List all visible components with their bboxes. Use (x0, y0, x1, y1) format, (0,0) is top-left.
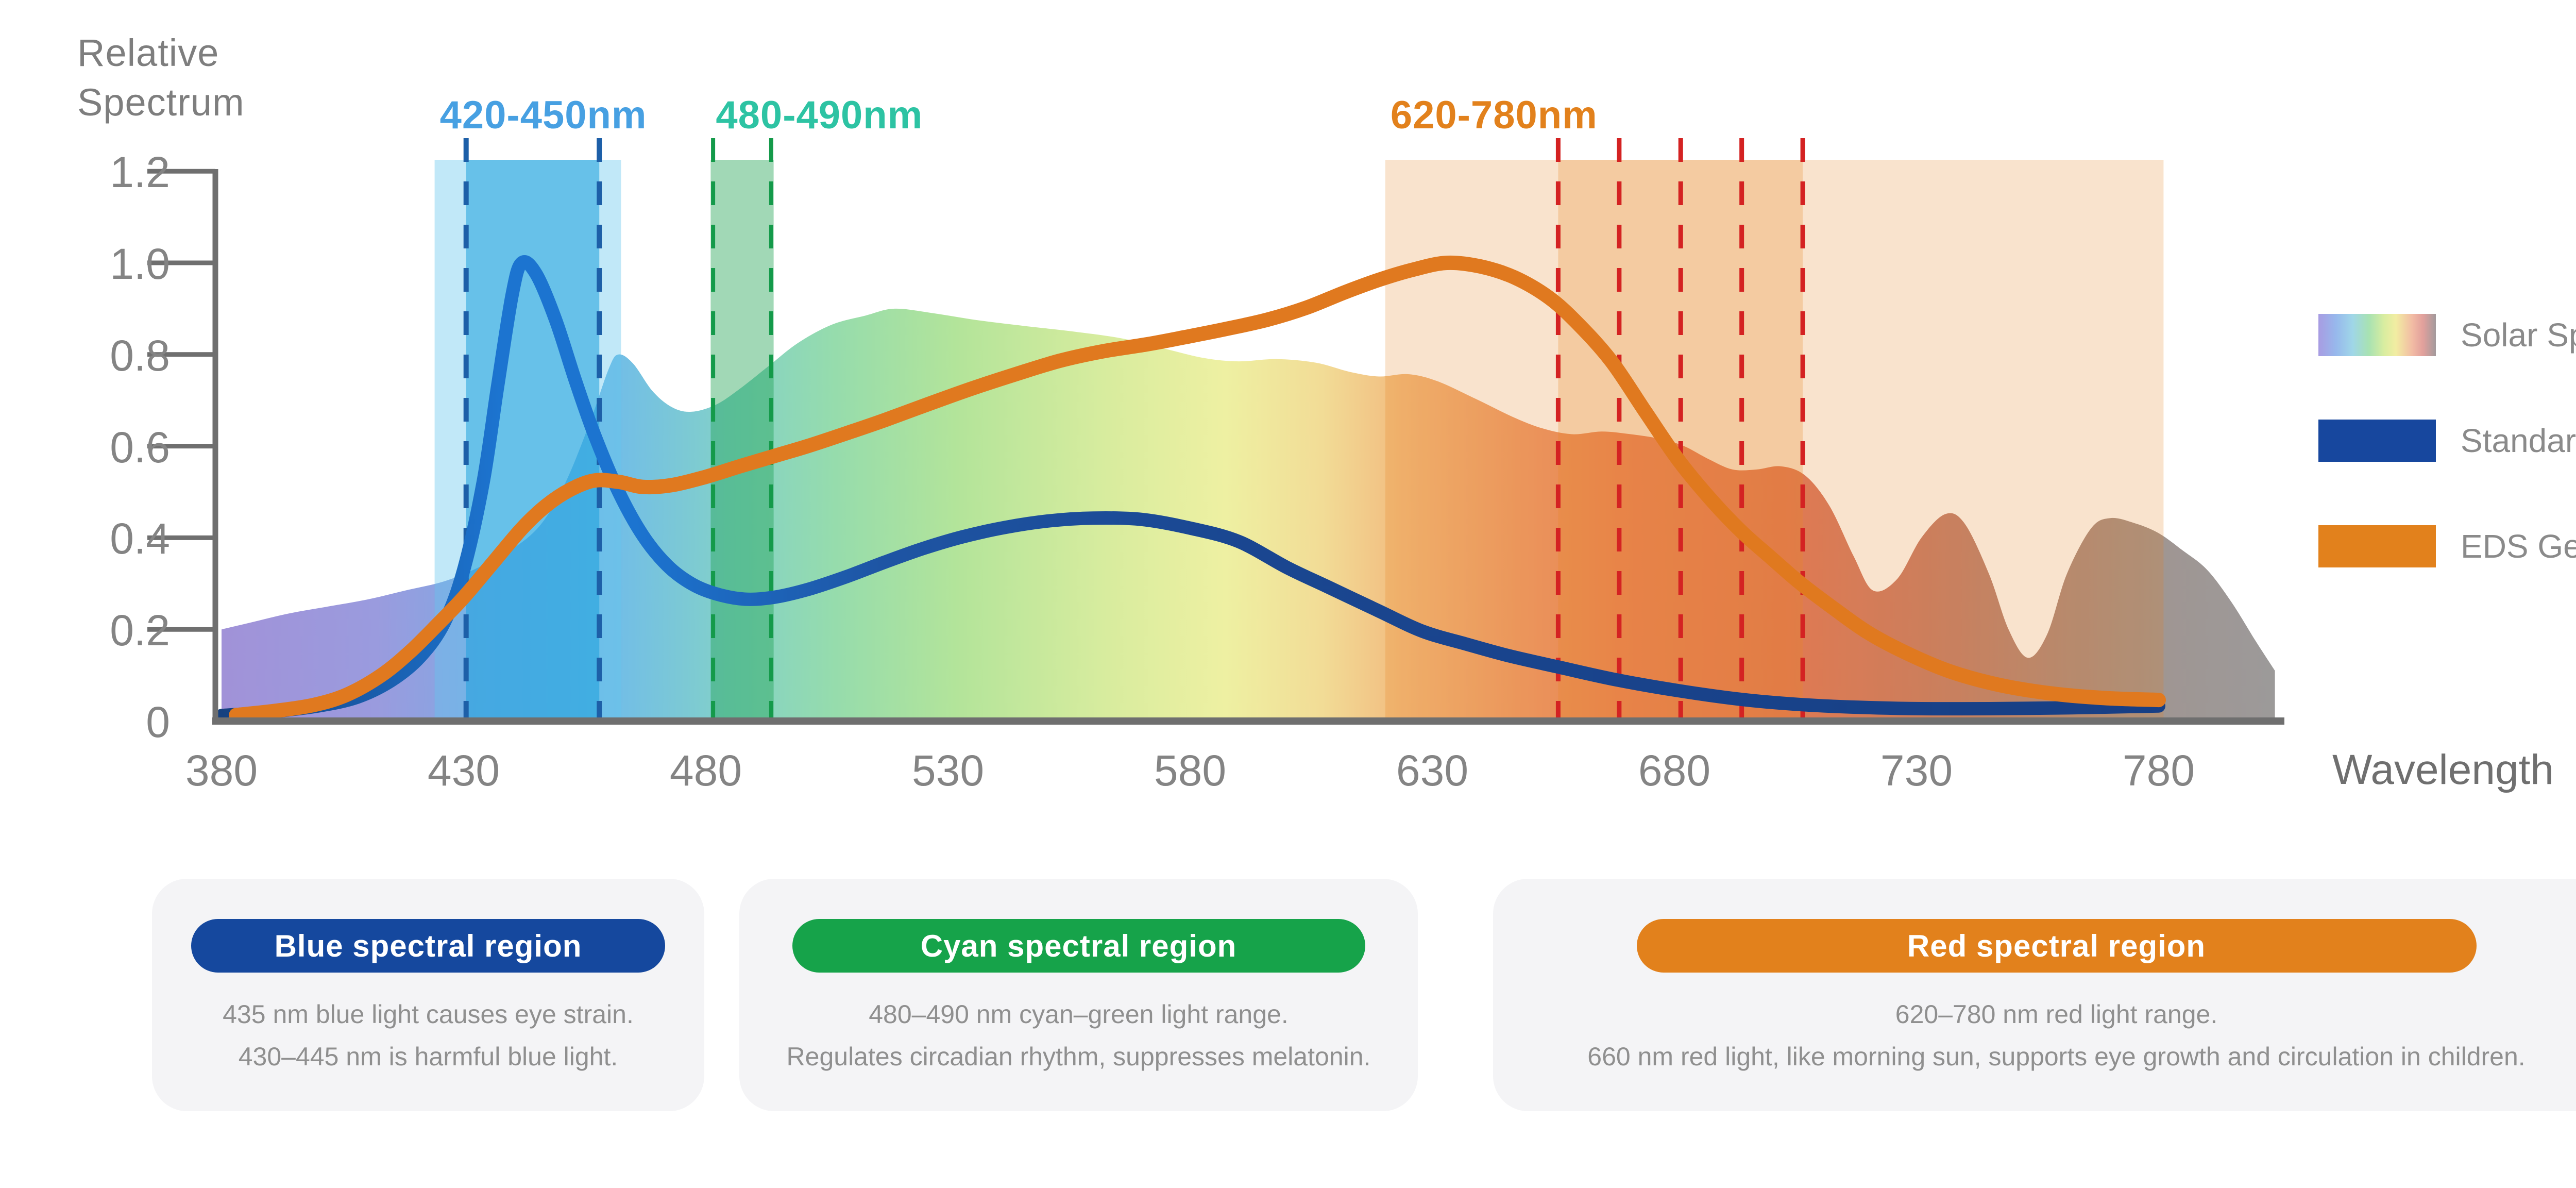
card-text-line: 620–780 nm red light range. (1895, 1000, 2218, 1029)
region-label-red: 620-780nm (1390, 93, 1598, 137)
y-axis-title: Relative Spectrum (77, 31, 245, 124)
y-tick-label: 0.8 (110, 331, 170, 380)
x-axis-title: Wavelength (2332, 746, 2554, 793)
solar-spectrum-area (222, 308, 2275, 721)
red-region-description: 620–780 nm red light range. 660 nm red l… (1493, 993, 2576, 1078)
card-text-line: 435 nm blue light causes eye strain. (223, 1000, 634, 1029)
band-red-outer (1385, 160, 2164, 720)
legend-item-led: Standard White LED (2318, 417, 2576, 464)
legend-label: Standard White LED (2461, 422, 2576, 459)
x-tick-label: 780 (2122, 746, 2195, 795)
x-tick-label: 430 (427, 746, 500, 795)
x-tick-label: 480 (669, 746, 742, 795)
x-tick-label: 680 (1638, 746, 1711, 795)
card-text-line: Regulates circadian rhythm, suppresses m… (786, 1042, 1371, 1071)
y-tick-label: 0.6 (110, 423, 170, 472)
white-led-swatch-icon (2318, 420, 2436, 462)
white-led-curve (215, 255, 2165, 723)
cyan-region-description: 480–490 nm cyan–green light range. Regul… (739, 993, 1418, 1078)
legend-item-eds: EDS Gen3 Full Spectrum (2318, 523, 2576, 570)
card-text-line: 480–490 nm cyan–green light range. (869, 1000, 1289, 1029)
band-cyan-outer (710, 160, 774, 720)
y-tick-label: 1.2 (110, 148, 170, 197)
eds-gen3-swatch-icon (2318, 525, 2436, 567)
x-tick-label: 730 (1880, 746, 1953, 795)
card-text-line: 660 nm red light, like morning sun, supp… (1587, 1042, 2526, 1071)
y-tick-label: 0 (146, 698, 170, 746)
y-tick-label: 0.4 (110, 514, 170, 563)
card-text-line: 430–445 nm is harmful blue light. (238, 1042, 618, 1071)
legend-label: EDS Gen3 Full Spectrum (2461, 528, 2576, 565)
cyan-region-pill: Cyan spectral region (792, 919, 1365, 973)
x-tick-label: 580 (1154, 746, 1227, 795)
red-region-card: Red spectral region 620–780 nm red light… (1493, 879, 2576, 1111)
x-tick-label: 630 (1396, 746, 1469, 795)
red-region-pill: Red spectral region (1636, 919, 2477, 973)
x-tick-label: 530 (911, 746, 985, 795)
x-tick-label: 380 (185, 746, 258, 795)
region-label-blue: 420-450nm (439, 93, 647, 137)
eds-gen3-curve (229, 255, 2166, 723)
solar-spectrum-swatch-icon (2318, 314, 2436, 356)
legend-label: Solar Spectrum (2461, 316, 2576, 354)
blue-region-pill: Blue spectral region (191, 919, 665, 973)
y-tick-label: 0.2 (110, 606, 170, 655)
region-label-cyan: 480-490nm (716, 93, 923, 137)
blue-region-card: Blue spectral region 435 nm blue light c… (152, 879, 704, 1111)
cyan-region-card: Cyan spectral region 480–490 nm cyan–gre… (739, 879, 1418, 1111)
blue-region-description: 435 nm blue light causes eye strain. 430… (152, 993, 704, 1078)
y-tick-label: 1.0 (110, 240, 170, 288)
legend-item-solar: Solar Spectrum (2318, 312, 2576, 358)
